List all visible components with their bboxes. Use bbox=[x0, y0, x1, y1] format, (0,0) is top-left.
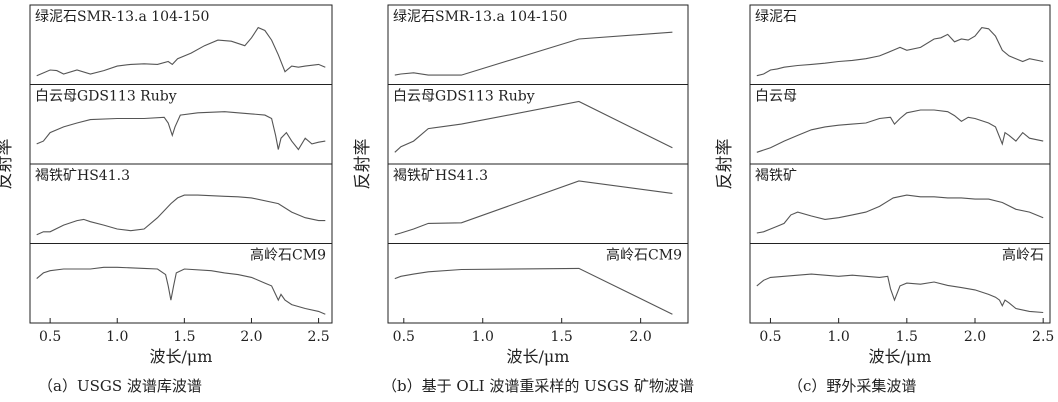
series-line-4 bbox=[756, 273, 1044, 314]
caption-a: （a）USGS 波谱库波谱 bbox=[38, 377, 202, 395]
series-line-2 bbox=[36, 111, 326, 151]
y-axis-label: 反射率 bbox=[715, 139, 735, 190]
caption-c: （c）野外采集波谱 bbox=[788, 377, 917, 395]
x-tick-label: 1.5 bbox=[173, 329, 195, 345]
caption-b: （b）基于 OLI 波谱重采样的 USGS 矿物波谱 bbox=[382, 377, 695, 395]
series-line-4 bbox=[394, 267, 673, 315]
series-line-3 bbox=[36, 194, 326, 236]
series-label: 褐铁矿 bbox=[755, 168, 797, 184]
x-tick-label: 0.5 bbox=[393, 329, 415, 345]
series-label: 白云母 bbox=[755, 89, 797, 105]
series-line-2 bbox=[394, 100, 673, 153]
series-label: 高岭石CM9 bbox=[606, 247, 682, 264]
x-axis-label: 波长/μm bbox=[869, 347, 932, 366]
series-line-4 bbox=[36, 266, 326, 315]
series-label: 白云母GDS113 Ruby bbox=[393, 89, 535, 105]
x-tick-label: 2.0 bbox=[629, 329, 651, 345]
series-line-1 bbox=[394, 31, 673, 76]
series-label: 高岭石CM9 bbox=[250, 247, 326, 264]
series-label: 高岭石 bbox=[1002, 247, 1044, 264]
x-tick-label: 1.0 bbox=[106, 329, 128, 345]
x-tick-label: 2.0 bbox=[240, 329, 262, 345]
x-tick-label: 1.0 bbox=[828, 329, 850, 345]
series-label: 绿泥石 bbox=[755, 9, 797, 25]
x-axis-label: 波长/μm bbox=[507, 347, 570, 366]
series-label: 褐铁矿HS41.3 bbox=[393, 168, 488, 184]
series-label: 褐铁矿HS41.3 bbox=[35, 168, 130, 184]
x-tick-label: 1.0 bbox=[472, 329, 494, 345]
x-tick-label: 0.5 bbox=[759, 329, 781, 345]
series-label: 白云母GDS113 Ruby bbox=[35, 89, 177, 105]
x-tick-label: 0.5 bbox=[39, 329, 61, 345]
x-axis-label: 波长/μm bbox=[150, 347, 213, 366]
x-tick-label: 2.5 bbox=[1032, 329, 1054, 345]
series-label: 绿泥石SMR-13.a 104-150 bbox=[35, 9, 209, 25]
series-line-1 bbox=[36, 26, 326, 77]
x-tick-label: 2.5 bbox=[307, 329, 329, 345]
series-line-3 bbox=[394, 180, 673, 236]
series-line-2 bbox=[756, 109, 1044, 153]
y-axis-label: 反射率 bbox=[0, 139, 15, 190]
x-tick-label: 2.0 bbox=[964, 329, 986, 345]
series-line-3 bbox=[756, 194, 1044, 234]
y-axis-label: 反射率 bbox=[353, 139, 373, 190]
series-label: 绿泥石SMR-13.a 104-150 bbox=[393, 9, 567, 25]
x-tick-label: 1.5 bbox=[896, 329, 918, 345]
series-line-1 bbox=[756, 27, 1044, 77]
x-tick-label: 1.5 bbox=[551, 329, 573, 345]
